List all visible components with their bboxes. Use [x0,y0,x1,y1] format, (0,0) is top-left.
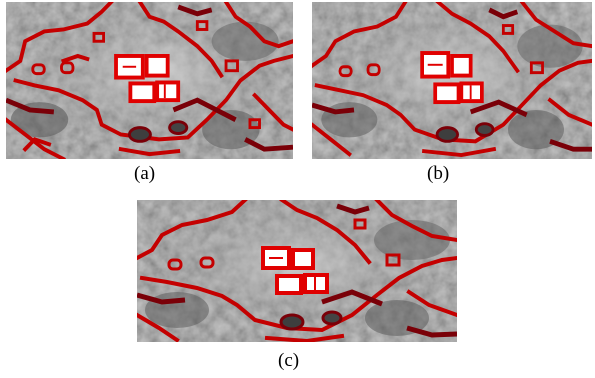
caption-b: (b) [427,163,450,184]
caption-a: (a) [134,163,156,184]
segmentation-image-b [312,2,592,159]
segmented-aerial-image-c [137,200,457,342]
segmentation-image-c [137,200,457,342]
segmentation-image-a [6,2,293,159]
segmented-aerial-image-a [6,2,293,159]
segmented-aerial-image-b [312,2,592,159]
caption-c: (c) [278,350,300,371]
